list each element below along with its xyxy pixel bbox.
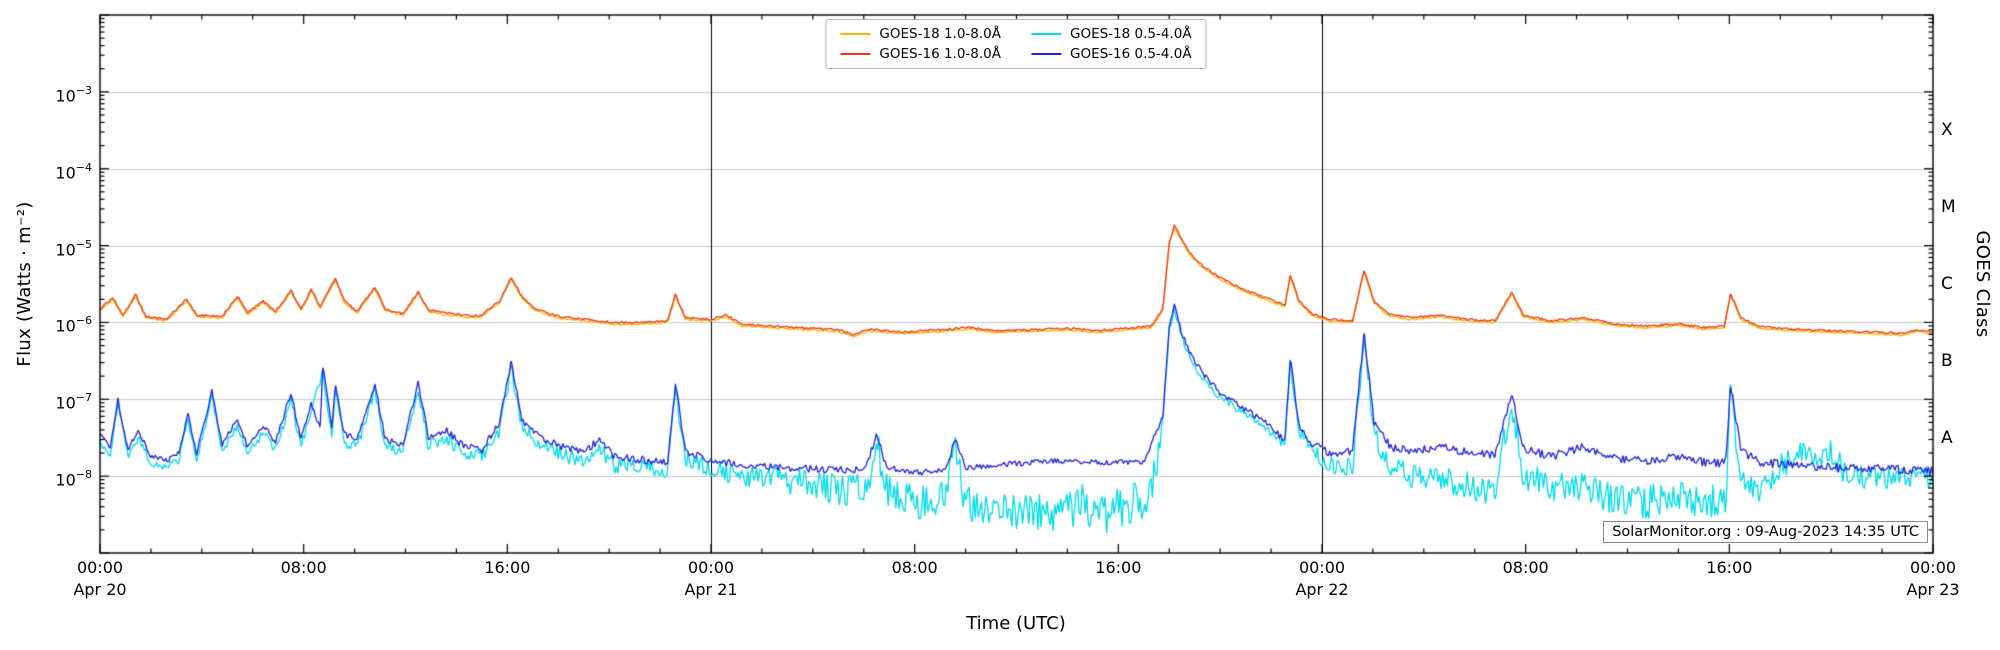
legend-item: GOES-16 0.5-4.0Å (1031, 46, 1192, 62)
x-tick-label: 00:00 (687, 558, 735, 577)
x-axis-title: Time (UTC) (966, 613, 1066, 634)
x-tick-date-label: Apr 23 (1906, 580, 1960, 599)
legend-line-swatch (840, 53, 871, 55)
x-tick-label: 08:00 (891, 558, 938, 577)
y-tick-label: 10−6 (55, 314, 92, 336)
goes-class-label: A (1941, 427, 1953, 448)
x-tick-label: 16:00 (1095, 558, 1142, 577)
legend-item: GOES-16 1.0-8.0Å (840, 46, 1001, 62)
x-tick-label: 00:00 (1298, 558, 1346, 577)
legend-label: GOES-16 0.5-4.0Å (1070, 46, 1192, 62)
x-tick-label: 16:00 (484, 558, 531, 577)
y-tick-label: 10−3 (55, 83, 92, 106)
goes-class-label: C (1941, 274, 1953, 294)
legend-label: GOES-18 0.5-4.0Å (1070, 26, 1192, 42)
x-tick-date-label: Apr 20 (73, 580, 127, 599)
y-axis-title: Flux (Watts · m⁻²) (14, 201, 35, 367)
y-tick-label: 10−5 (55, 237, 92, 259)
x-tick-label: 16:00 (1706, 558, 1753, 577)
right-axis-title: GOES Class (1972, 230, 1993, 338)
legend-item: GOES-18 0.5-4.0Å (1031, 26, 1192, 42)
legend-line-swatch (1031, 33, 1061, 35)
x-tick-date-label: Apr 21 (684, 580, 738, 599)
y-tick-label: 10−4 (55, 160, 92, 183)
legend-line-swatch (1031, 53, 1061, 55)
y-tick-label: 10−8 (55, 468, 92, 490)
x-tick-label: 08:00 (280, 558, 327, 577)
legend: GOES-18 1.0-8.0Å GOES-16 1.0-8.0Å GOES-18 … (825, 19, 1207, 69)
legend-item: GOES-18 1.0-8.0Å (840, 26, 1001, 42)
watermark-annotation: SolarMonitor.org : 09-Aug-2023 14:35 UTC (1603, 521, 1928, 543)
goes-class-label: X (1941, 120, 1953, 141)
legend-label: GOES-16 1.0-8.0Å (879, 46, 1001, 62)
x-tick-label: 00:00 (1909, 558, 1957, 577)
y-tick-label: 10−7 (55, 391, 92, 413)
x-tick-date-label: Apr 22 (1295, 580, 1349, 599)
x-tick-label: 08:00 (1502, 558, 1549, 577)
x-tick-label: 00:00 (76, 558, 124, 577)
legend-label: GOES-18 1.0-8.0Å (879, 26, 1001, 42)
legend-line-swatch (840, 33, 871, 35)
goes-class-label: M (1941, 197, 1956, 218)
goes-class-label: B (1941, 350, 1953, 371)
